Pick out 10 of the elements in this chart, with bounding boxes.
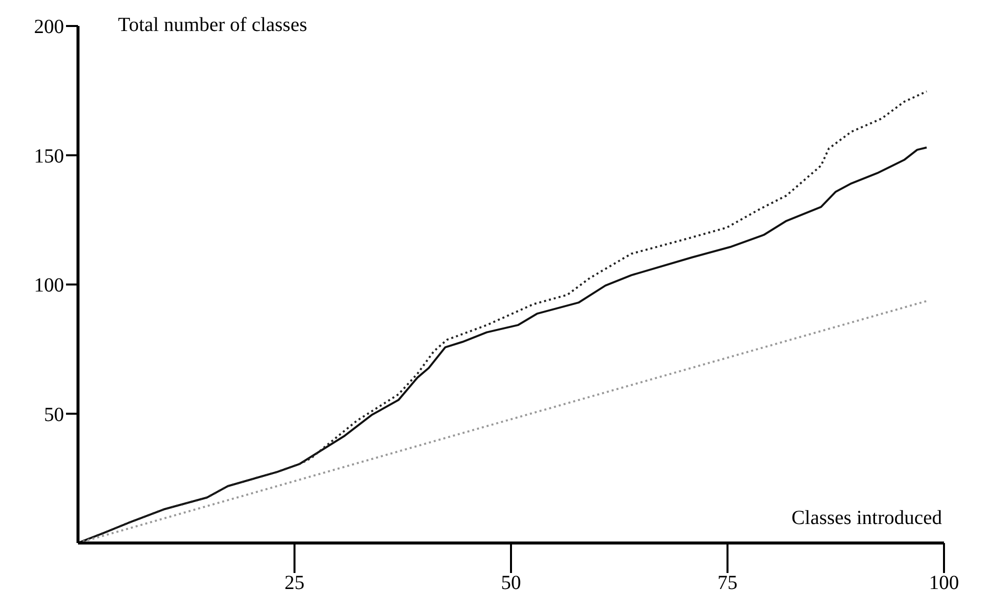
- y-tick-label: 50: [44, 404, 64, 426]
- x-tick-label: 75: [718, 572, 738, 594]
- y-axis-title: Total number of classes: [118, 14, 308, 37]
- x-tick-label: 100: [929, 572, 959, 594]
- x-axis-title: Classes introduced: [791, 507, 942, 530]
- x-tick-label: 50: [501, 572, 521, 594]
- y-tick-label: 150: [34, 145, 64, 168]
- y-tick-label: 200: [34, 16, 64, 38]
- y-tick-label: 100: [34, 274, 64, 297]
- x-tick-label: 25: [284, 572, 304, 594]
